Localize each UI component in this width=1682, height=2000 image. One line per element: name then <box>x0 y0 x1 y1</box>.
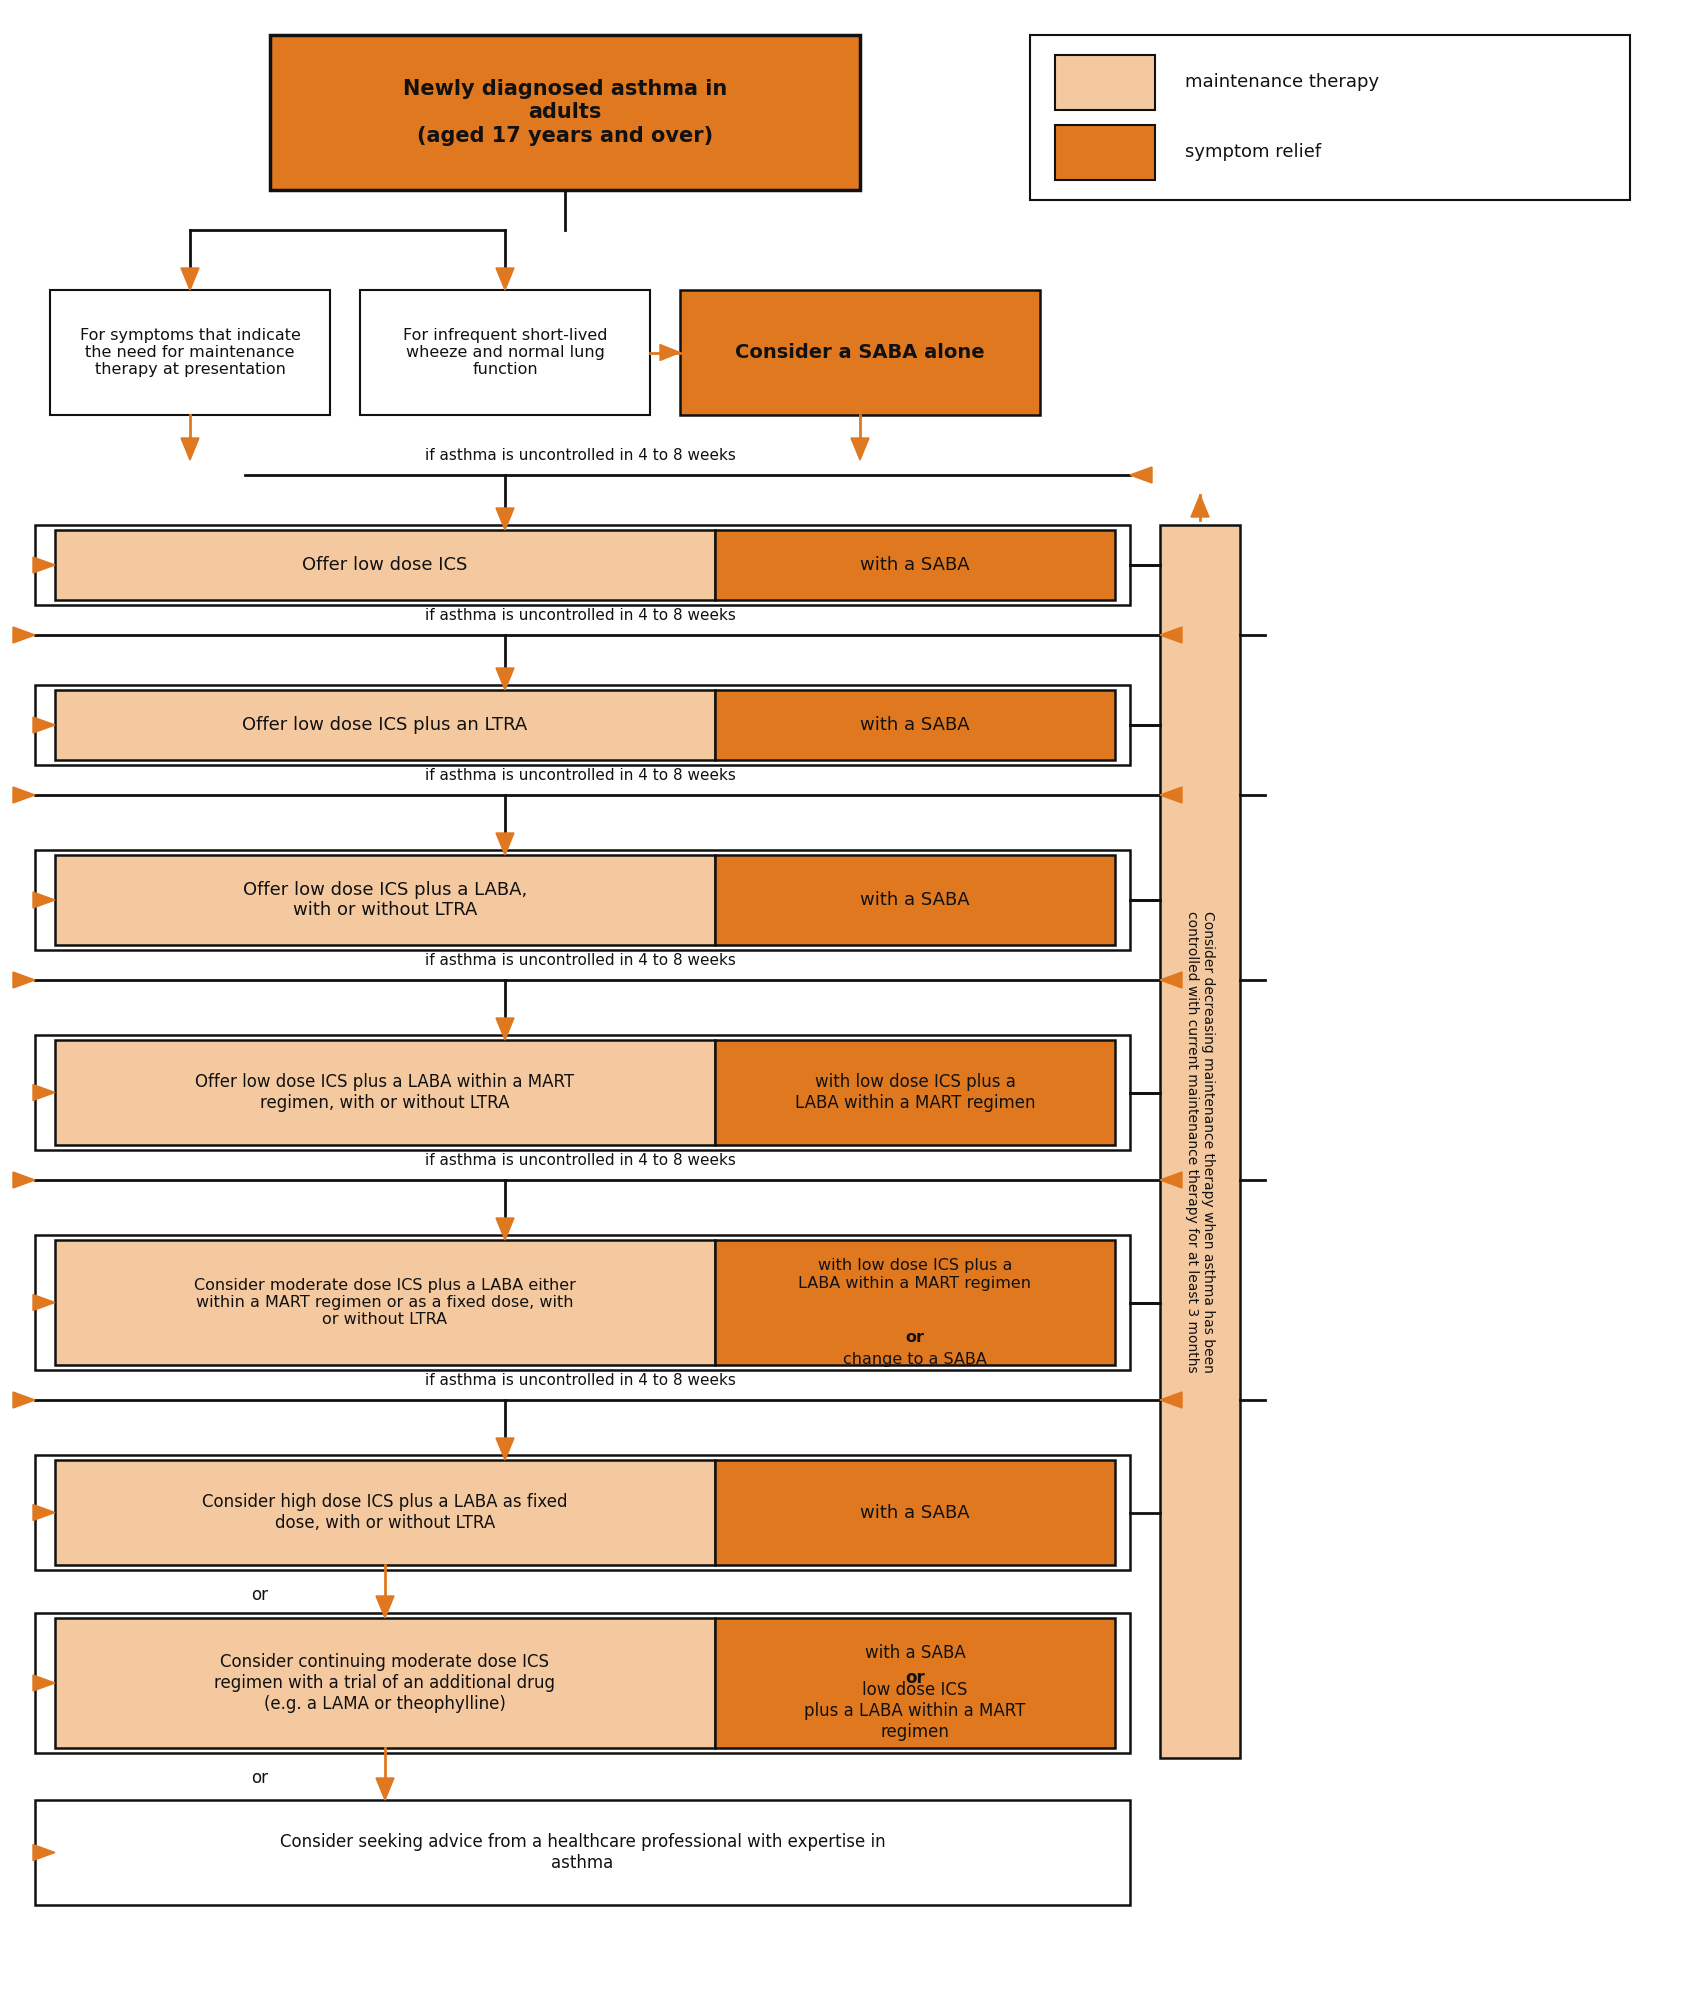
FancyBboxPatch shape <box>56 530 715 600</box>
Text: with a SABA: with a SABA <box>865 1644 965 1662</box>
Polygon shape <box>496 668 515 690</box>
Polygon shape <box>1130 466 1152 482</box>
Text: Offer low dose ICS plus a LABA,
with or without LTRA: Offer low dose ICS plus a LABA, with or … <box>242 880 526 920</box>
Polygon shape <box>1161 628 1182 644</box>
Polygon shape <box>34 1294 56 1310</box>
Polygon shape <box>1161 786 1182 802</box>
Text: with a SABA: with a SABA <box>860 1504 971 1522</box>
Text: Consider high dose ICS plus a LABA as fixed
dose, with or without LTRA: Consider high dose ICS plus a LABA as fi… <box>202 1494 569 1532</box>
Polygon shape <box>34 1084 56 1100</box>
FancyBboxPatch shape <box>715 690 1115 760</box>
Text: if asthma is uncontrolled in 4 to 8 weeks: if asthma is uncontrolled in 4 to 8 week… <box>424 1152 735 1168</box>
Polygon shape <box>1161 972 1182 988</box>
Text: Offer low dose ICS plus an LTRA: Offer low dose ICS plus an LTRA <box>242 716 528 734</box>
FancyBboxPatch shape <box>715 530 1115 600</box>
Polygon shape <box>496 832 515 856</box>
Polygon shape <box>34 1676 56 1692</box>
Polygon shape <box>496 1018 515 1040</box>
Text: with low dose ICS plus a
LABA within a MART regimen: with low dose ICS plus a LABA within a M… <box>799 1258 1031 1290</box>
Polygon shape <box>13 628 35 644</box>
Text: or: or <box>252 1586 269 1604</box>
Text: Offer low dose ICS: Offer low dose ICS <box>303 556 468 574</box>
FancyBboxPatch shape <box>360 290 649 416</box>
Polygon shape <box>182 438 198 460</box>
Text: Consider seeking advice from a healthcare professional with expertise in
asthma: Consider seeking advice from a healthcar… <box>279 1834 885 1872</box>
FancyBboxPatch shape <box>1161 524 1240 1758</box>
Polygon shape <box>377 1596 394 1618</box>
FancyBboxPatch shape <box>50 290 330 416</box>
Text: with a SABA: with a SABA <box>860 892 971 908</box>
FancyBboxPatch shape <box>271 34 860 190</box>
FancyBboxPatch shape <box>715 1240 1115 1364</box>
Polygon shape <box>496 1218 515 1240</box>
Text: Consider decreasing maintenance therapy when asthma has been
controlled with cur: Consider decreasing maintenance therapy … <box>1184 910 1214 1372</box>
Polygon shape <box>13 1172 35 1188</box>
Polygon shape <box>496 1438 515 1460</box>
Text: if asthma is uncontrolled in 4 to 8 weeks: if asthma is uncontrolled in 4 to 8 week… <box>424 608 735 624</box>
FancyBboxPatch shape <box>56 690 715 760</box>
Polygon shape <box>34 892 56 908</box>
Text: Offer low dose ICS plus a LABA within a MART
regimen, with or without LTRA: Offer low dose ICS plus a LABA within a … <box>195 1074 575 1112</box>
Polygon shape <box>182 268 198 290</box>
FancyBboxPatch shape <box>1029 34 1630 200</box>
Text: with low dose ICS plus a
LABA within a MART regimen: with low dose ICS plus a LABA within a M… <box>796 1074 1034 1112</box>
Polygon shape <box>1161 1172 1182 1188</box>
Text: Consider a SABA alone: Consider a SABA alone <box>735 344 986 362</box>
FancyBboxPatch shape <box>715 1460 1115 1564</box>
Text: symptom relief: symptom relief <box>1186 144 1320 162</box>
Polygon shape <box>496 268 515 290</box>
FancyBboxPatch shape <box>56 1240 715 1364</box>
Text: if asthma is uncontrolled in 4 to 8 weeks: if asthma is uncontrolled in 4 to 8 week… <box>424 954 735 968</box>
Polygon shape <box>1161 1392 1182 1408</box>
Polygon shape <box>34 718 56 732</box>
Text: maintenance therapy: maintenance therapy <box>1186 72 1379 90</box>
Polygon shape <box>34 556 56 572</box>
Text: if asthma is uncontrolled in 4 to 8 weeks: if asthma is uncontrolled in 4 to 8 week… <box>424 768 735 782</box>
Text: if asthma is uncontrolled in 4 to 8 weeks: if asthma is uncontrolled in 4 to 8 week… <box>424 1372 735 1388</box>
Polygon shape <box>13 972 35 988</box>
Text: low dose ICS
plus a LABA within a MART
regimen: low dose ICS plus a LABA within a MART r… <box>804 1682 1026 1740</box>
Text: Newly diagnosed asthma in
adults
(aged 17 years and over): Newly diagnosed asthma in adults (aged 1… <box>404 80 727 146</box>
Text: Consider moderate dose ICS plus a LABA either
within a MART regimen or as a fixe: Consider moderate dose ICS plus a LABA e… <box>193 1278 575 1328</box>
FancyBboxPatch shape <box>56 1618 715 1748</box>
Text: if asthma is uncontrolled in 4 to 8 weeks: if asthma is uncontrolled in 4 to 8 week… <box>424 448 735 464</box>
Polygon shape <box>34 1844 56 1860</box>
Text: with a SABA: with a SABA <box>860 556 971 574</box>
FancyBboxPatch shape <box>1055 124 1156 180</box>
FancyBboxPatch shape <box>715 1040 1115 1144</box>
Polygon shape <box>34 1504 56 1520</box>
Text: For symptoms that indicate
the need for maintenance
therapy at presentation: For symptoms that indicate the need for … <box>79 328 301 378</box>
Polygon shape <box>1191 494 1209 516</box>
Text: For infrequent short-lived
wheeze and normal lung
function: For infrequent short-lived wheeze and no… <box>402 328 607 378</box>
Text: with a SABA: with a SABA <box>860 716 971 734</box>
Text: Consider continuing moderate dose ICS
regimen with a trial of an additional drug: Consider continuing moderate dose ICS re… <box>215 1654 555 1712</box>
FancyBboxPatch shape <box>715 856 1115 946</box>
FancyBboxPatch shape <box>715 1618 1115 1748</box>
Polygon shape <box>496 508 515 530</box>
Polygon shape <box>659 344 680 360</box>
Polygon shape <box>13 1392 35 1408</box>
Text: or: or <box>252 1768 269 1788</box>
FancyBboxPatch shape <box>56 1460 715 1564</box>
Text: or: or <box>905 1330 925 1344</box>
Polygon shape <box>377 1778 394 1800</box>
Text: or: or <box>905 1668 925 1688</box>
FancyBboxPatch shape <box>680 290 1039 416</box>
FancyBboxPatch shape <box>1055 54 1156 110</box>
Polygon shape <box>851 438 870 460</box>
Text: change to a SABA: change to a SABA <box>843 1352 987 1368</box>
Polygon shape <box>13 786 35 802</box>
FancyBboxPatch shape <box>35 1800 1130 1904</box>
FancyBboxPatch shape <box>56 856 715 946</box>
FancyBboxPatch shape <box>56 1040 715 1144</box>
